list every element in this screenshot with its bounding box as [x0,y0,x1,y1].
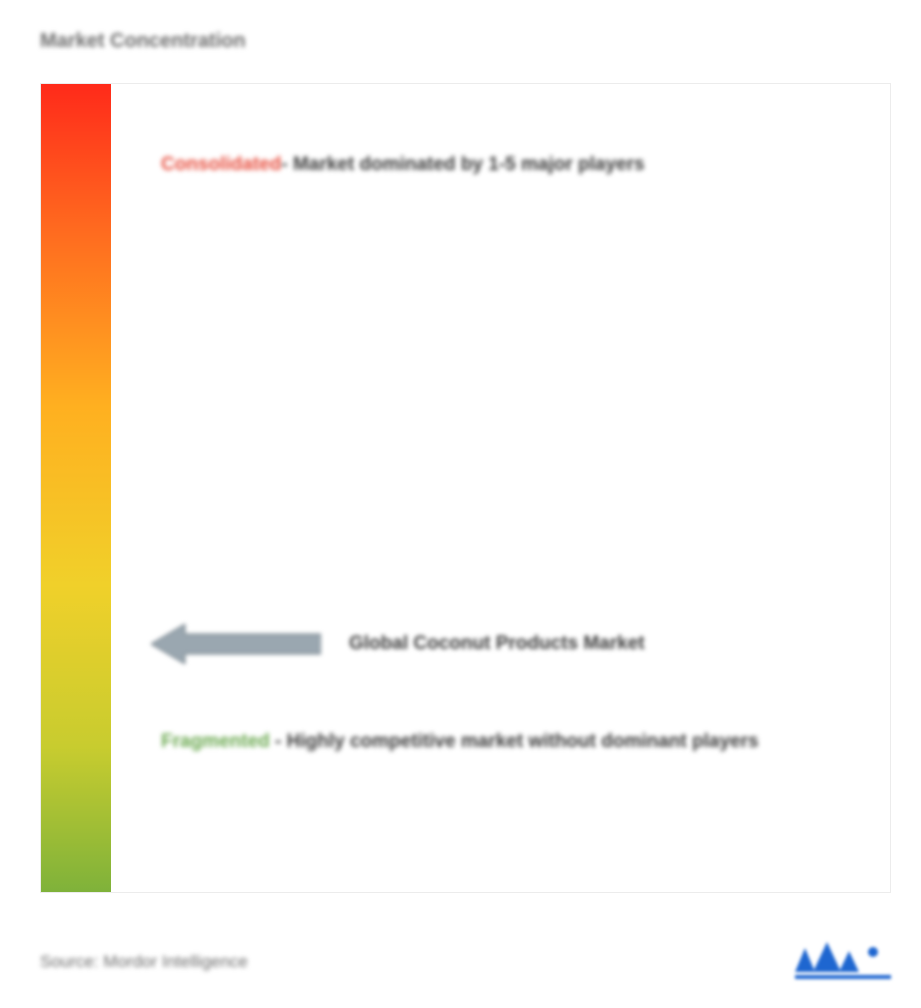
consolidated-label: Consolidated- Market dominated by 1-5 ma… [161,154,860,176]
mordor-logo-icon [795,942,891,982]
left-arrow-icon [151,624,321,664]
market-name-label: Global Coconut Products Market [349,633,645,655]
footer: Source: Mordor Intelligence [40,944,891,980]
infographic-root: Market Concentration Consolidated- Marke… [0,0,921,1008]
chart-title: Market Concentration [40,30,891,53]
concentration-gradient-bar [41,84,111,892]
content-area: Consolidated- Market dominated by 1-5 ma… [40,83,891,893]
pointer-row: Global Coconut Products Market [151,624,645,664]
consolidated-description: - Market dominated by 1-5 major players [281,154,644,175]
source-attribution: Source: Mordor Intelligence [40,952,248,972]
fragmented-description: - Highly competitive market without domi… [270,731,759,752]
consolidated-keyword: Consolidated [161,154,281,175]
fragmented-keyword: Fragmented [161,731,270,752]
fragmented-label: Fragmented - Highly competitive market w… [161,724,860,760]
